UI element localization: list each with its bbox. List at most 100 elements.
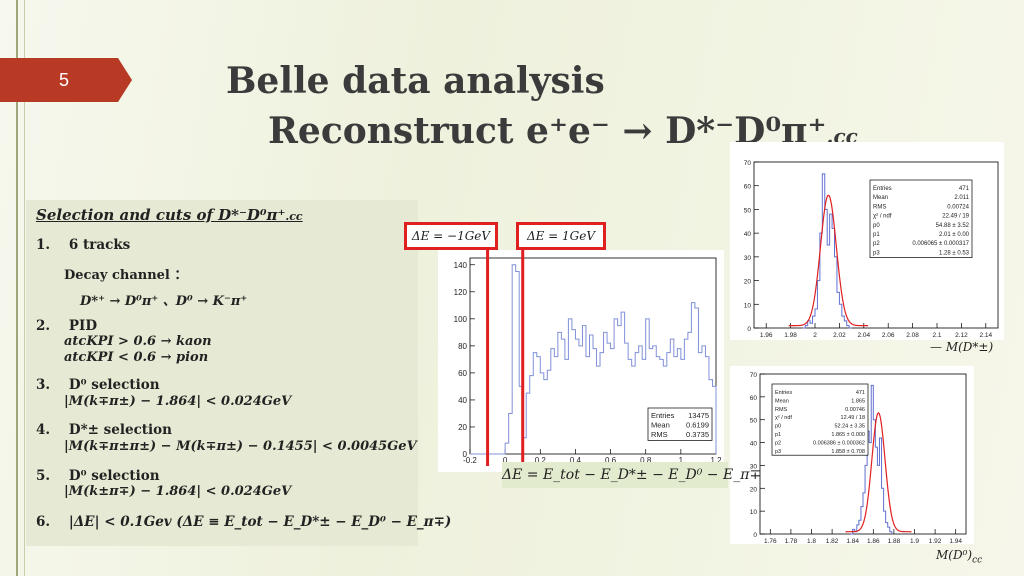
stats-key: Mean	[873, 195, 888, 201]
plot-frame	[759, 373, 967, 535]
histogram-series	[850, 384, 893, 535]
cut-pid-kaon: atcKPI > 0.6 → kaon	[64, 334, 212, 349]
x-tick-label: 1	[679, 456, 684, 465]
x-tick-label: 1.94	[949, 538, 962, 544]
delta-e-plus-label: ΔE = 1GeV	[516, 222, 606, 250]
stats-key: p1	[873, 232, 880, 238]
x-tick-label: 1.88	[888, 538, 901, 544]
stats-key: RMS	[775, 407, 788, 413]
d0-mass-label: M(D⁰)cc	[936, 548, 983, 566]
d0-mass-histogram: 1.76 1.78 1.8 1.82 1.84 1.86 1.88 1.9 1.92 1.94 0 1…	[750, 372, 967, 544]
y-tick-label: 20	[750, 486, 758, 493]
stats-key: p0	[873, 223, 880, 229]
y-tick-label: 10	[750, 509, 758, 516]
cut-item-6: 6. |ΔE| < 0.1Gev (ΔE ≡ E_tot − E_D*± − E…	[36, 514, 452, 530]
x-tick-label: 0.8	[640, 456, 652, 465]
y-tick-label: 60	[744, 184, 752, 191]
x-tick-label: 1.78	[785, 538, 798, 544]
stats-value: 0.00724	[947, 204, 969, 210]
y-tick-label: 0	[753, 532, 757, 539]
cut-d0-mass: |M(k∓π±) − 1.864| < 0.024GeV	[64, 394, 292, 409]
stats-key: p2	[775, 440, 781, 446]
stats-key: p2	[873, 241, 880, 247]
stats-value: 471	[856, 390, 865, 396]
x-tick-label: 1.84	[846, 538, 859, 544]
stats-value: 13475	[688, 411, 709, 420]
x-tick-label: 0.6	[605, 456, 617, 465]
x-tick-label: 0	[503, 456, 508, 465]
cuts-heading: Selection and cuts of D*⁻D⁰π⁺.cc	[36, 206, 303, 224]
x-tick-label: 2	[813, 332, 817, 339]
histogram-series	[802, 173, 852, 329]
y-tick-label: 50	[744, 207, 752, 214]
stats-value: 52.24 ± 3.35	[834, 424, 865, 430]
stats-value: 0.006386 ± 0.000362	[813, 440, 865, 446]
slide-number-badge: 5	[0, 58, 132, 102]
y-tick-label: 50	[750, 418, 758, 425]
delta-e-minus-label: ΔE = −1GeV	[404, 222, 498, 250]
stats-value: 471	[959, 186, 970, 192]
stats-value: 0.006065 ± 0.000317	[912, 241, 969, 247]
stats-box	[647, 407, 713, 441]
y-tick-label: 70	[750, 372, 758, 379]
dstar-mass-histogram: 1.96 1.98 2 2.02 2.04 2.06 2.08 2.1 2.12 2.14 0 10 2…	[744, 160, 999, 339]
stats-box	[771, 383, 869, 456]
cut-item-1: 1. 6 tracks	[36, 237, 131, 253]
stats-key: p0	[775, 424, 781, 430]
stats-value: 1.858 ± 0.708	[831, 449, 865, 455]
y-tick-label: 120	[454, 288, 468, 297]
dstar-mass-label: — M(D*±)	[930, 340, 994, 354]
stats-box	[869, 179, 973, 258]
decor-line	[16, 0, 18, 576]
x-tick-label: 1.76	[764, 538, 777, 544]
stats-value: 1.865 ± 0.000	[831, 432, 865, 438]
cuts-heading-suffix: .cc	[285, 210, 303, 223]
x-tick-label: 2.02	[833, 332, 846, 339]
y-tick-label: 10	[744, 302, 752, 309]
stats-value: 2.01 ± 0.00	[939, 232, 970, 238]
cut-d0-mass-2: |M(k±π∓) − 1.864| < 0.024GeV	[64, 484, 292, 499]
x-tick-label: 2.06	[882, 332, 895, 339]
delta-e-histogram: -0.2 0 0.2 0.4 0.6 0.8 1 1.2020406080100120140E…	[454, 250, 722, 466]
x-tick-label: 2.14	[979, 332, 992, 339]
stats-key: Entries	[873, 186, 892, 192]
x-tick-label: 1.86	[867, 538, 880, 544]
y-tick-label: 30	[744, 255, 752, 262]
stats-key: Mean	[775, 398, 789, 404]
stats-value: 2.011	[954, 195, 969, 201]
histogram-series	[470, 264, 717, 455]
stats-key: Mean	[651, 421, 670, 430]
cut-decay-channel: Decay channel ：	[64, 268, 188, 283]
stats-key: p1	[775, 432, 781, 438]
gaussian-fit-line	[788, 194, 869, 327]
y-tick-label: 20	[458, 423, 467, 432]
y-tick-label: 140	[454, 261, 468, 270]
stats-value: 54.88 ± 3.52	[936, 223, 970, 229]
y-tick-label: 0	[463, 450, 468, 459]
stats-key: χ² / ndf	[873, 214, 892, 220]
cuts-heading-text: Selection and cuts of D*⁻D⁰π⁺	[36, 206, 286, 224]
slide-number: 5	[58, 70, 69, 90]
decor-line-thin	[24, 0, 25, 576]
stats-key: RMS	[873, 204, 886, 210]
y-tick-label: 40	[750, 441, 758, 448]
cut-item-3: 3. D⁰ selection	[36, 377, 160, 393]
cut-pid-pion: atcKPI < 0.6 → pion	[64, 350, 209, 365]
stats-value: 12.49 / 18	[841, 415, 865, 421]
plot-frame	[753, 161, 999, 329]
y-tick-label: 80	[458, 342, 467, 351]
x-tick-label: 1.98	[784, 332, 797, 339]
x-tick-label: 2.12	[955, 332, 968, 339]
x-tick-label: 1.92	[929, 538, 942, 544]
stats-key: Entries	[651, 411, 675, 420]
x-tick-label: -0.2	[463, 456, 477, 465]
gaussian-fit-line	[845, 412, 912, 533]
y-tick-label: 60	[750, 395, 758, 402]
x-tick-label: 1.9	[910, 538, 919, 544]
stats-key: RMS	[651, 430, 668, 439]
y-tick-label: 60	[458, 369, 467, 378]
cuts-panel	[26, 200, 418, 546]
x-tick-label: 0.2	[535, 456, 547, 465]
y-tick-label: 100	[454, 315, 468, 324]
stats-value: 1.28 ± 0.53	[939, 250, 970, 256]
